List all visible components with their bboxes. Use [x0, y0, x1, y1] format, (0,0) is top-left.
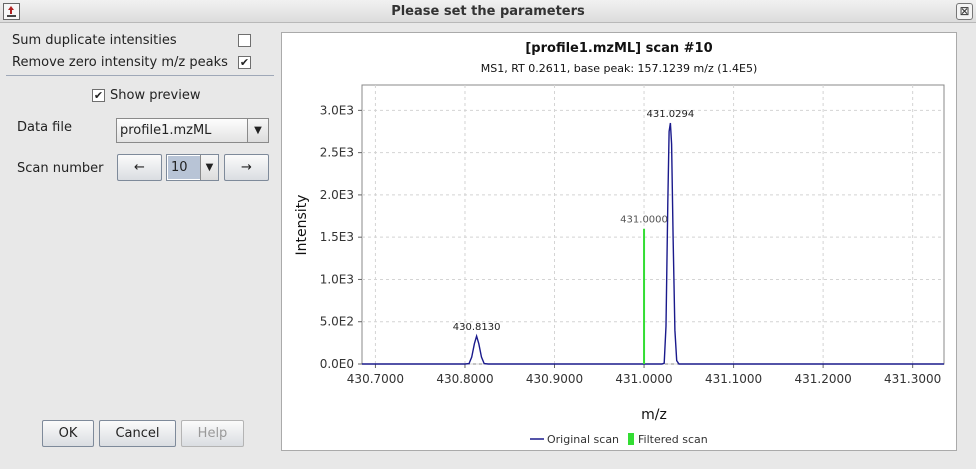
y-tick-label: 0.0E0: [320, 357, 354, 371]
sum-duplicate-checkbox[interactable]: [238, 34, 251, 47]
y-tick-label: 2.0E3: [320, 188, 354, 202]
spectrum-chart: [profile1.mzML] scan #10 MS1, RT 0.2611,…: [294, 41, 945, 446]
previous-scan-button[interactable]: ←: [117, 154, 162, 181]
x-axis-ticks: 430.7000 430.8000 430.9000 431.0000 431.1000…: [347, 364, 941, 386]
scan-number-dropdown[interactable]: 10 ▼: [166, 154, 219, 181]
show-preview-label: Show preview: [110, 88, 201, 103]
data-file-dropdown[interactable]: profile1.mzML ▼: [116, 118, 269, 143]
chart-subtitle: MS1, RT 0.2611, base peak: 157.1239 m/z …: [481, 62, 758, 75]
ok-button[interactable]: OK: [42, 420, 94, 447]
legend-filtered-swatch: [628, 433, 634, 445]
x-tick-label: 431.1000: [705, 372, 762, 386]
x-tick-label: 431.0000: [615, 372, 672, 386]
y-tick-label: 1.0E3: [320, 272, 354, 286]
chevron-down-icon[interactable]: ▼: [200, 155, 218, 180]
series-layer: [362, 122, 944, 365]
next-scan-button[interactable]: →: [224, 154, 269, 181]
remove-zero-checkbox[interactable]: ✔: [238, 56, 251, 69]
y-tick-label: 3.0E3: [320, 103, 354, 117]
data-file-label: Data file: [17, 120, 72, 135]
data-file-value: profile1.mzML: [120, 123, 212, 138]
sum-duplicate-label: Sum duplicate intensities: [12, 33, 177, 48]
help-button[interactable]: Help: [181, 420, 244, 447]
cancel-button[interactable]: Cancel: [99, 420, 176, 447]
close-icon[interactable]: ⊠: [956, 3, 973, 20]
legend-filtered-label: Filtered scan: [638, 433, 708, 446]
scan-number-value: 10: [168, 156, 200, 179]
y-tick-label: 2.5E3: [320, 146, 354, 160]
x-axis-label: m/z: [641, 407, 667, 423]
show-preview-checkbox[interactable]: ✔: [92, 89, 105, 102]
chart-legend: Original scan Filtered scan: [530, 433, 708, 446]
scan-number-label: Scan number: [17, 161, 104, 176]
x-tick-label: 430.8000: [436, 372, 493, 386]
x-tick-label: 431.3000: [884, 372, 941, 386]
chart-title: [profile1.mzML] scan #10: [525, 41, 712, 56]
remove-zero-label: Remove zero intensity m/z peaks: [12, 55, 228, 70]
legend-original-label: Original scan: [547, 433, 619, 446]
plot-area: [361, 84, 945, 365]
parameters-panel: Sum duplicate intensities Remove zero in…: [0, 23, 280, 469]
separator: [6, 75, 274, 76]
window-title: Please set the parameters: [391, 4, 585, 19]
y-axis-label: Intensity: [294, 195, 310, 256]
y-tick-label: 5.0E2: [320, 315, 354, 329]
x-tick-label: 430.7000: [347, 372, 404, 386]
peak-label: 430.8130: [453, 322, 501, 333]
peak-label: 431.0000: [620, 215, 668, 226]
y-axis-ticks: 0.0E0 5.0E2 1.0E3 1.5E3 2.0E3 2.5E3 3.0E3: [320, 103, 362, 371]
spectrum-preview-panel: [profile1.mzML] scan #10 MS1, RT 0.2611,…: [281, 32, 957, 451]
x-tick-label: 431.2000: [794, 372, 851, 386]
peak-labels: 430.8130 431.0294 431.0000: [453, 109, 694, 333]
x-tick-label: 430.9000: [526, 372, 583, 386]
chevron-down-icon[interactable]: ▼: [247, 119, 268, 142]
y-tick-label: 1.5E3: [320, 230, 354, 244]
original-scan-line: [362, 122, 944, 365]
title-bar: Please set the parameters ⊠: [0, 0, 976, 23]
peak-label: 431.0294: [647, 109, 695, 120]
app-icon: [3, 3, 20, 20]
grid: [362, 85, 944, 365]
